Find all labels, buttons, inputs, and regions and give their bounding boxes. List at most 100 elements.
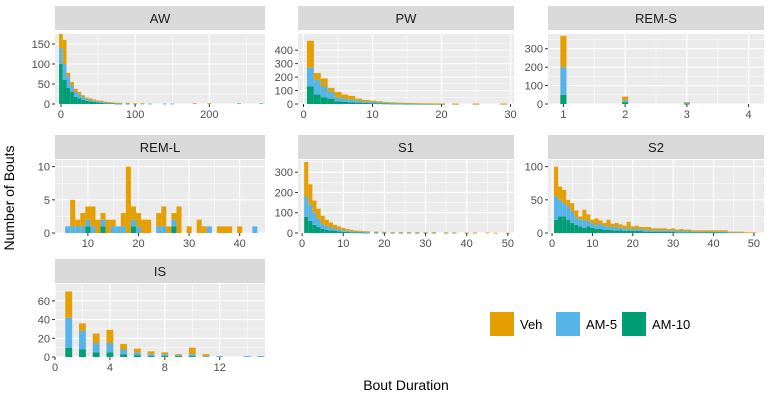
bar-veh <box>424 103 431 104</box>
bar-am-10 <box>369 103 376 104</box>
strip-title: REM-S <box>635 11 677 26</box>
bar-veh <box>317 209 321 219</box>
y-tick-label: 50 <box>531 195 543 207</box>
bar-veh <box>115 103 119 104</box>
bar-am-10 <box>671 232 675 233</box>
bar-am-10 <box>643 232 647 233</box>
x-tick-label: 200 <box>200 109 218 121</box>
x-tick-label: 100 <box>126 109 144 121</box>
bar-am-10 <box>106 352 113 357</box>
bar-veh <box>554 167 558 197</box>
bar-veh <box>106 330 113 343</box>
bar-am-5 <box>81 97 85 100</box>
bar-am-5 <box>70 226 75 233</box>
y-tick-label: 100 <box>32 59 50 71</box>
bar-am-10 <box>659 232 663 233</box>
bar-am-10 <box>81 100 85 104</box>
bar-am-5 <box>161 354 168 356</box>
bar-veh <box>141 220 146 233</box>
bar-veh <box>93 334 100 343</box>
bar-am-5 <box>75 226 80 233</box>
bar-am-10 <box>89 102 93 104</box>
bar-veh <box>566 200 570 207</box>
bar-veh <box>161 352 168 354</box>
bar-am-5 <box>136 226 141 233</box>
bar-veh <box>175 354 182 355</box>
bar-am-10 <box>312 225 316 233</box>
bar-am-5 <box>566 206 570 219</box>
bar-am-5 <box>594 225 598 229</box>
bar-am-5 <box>65 318 72 348</box>
bar-am-5 <box>622 100 628 102</box>
bar-am-5 <box>257 356 264 357</box>
bar-veh <box>410 103 417 104</box>
bar-veh <box>75 220 80 227</box>
bar-veh <box>59 34 63 48</box>
legend-label-am-10: AM-10 <box>652 317 690 332</box>
bar-am-5 <box>121 226 126 233</box>
bar-veh <box>655 228 659 230</box>
bar-am-10 <box>376 103 383 104</box>
bar-veh <box>667 229 671 230</box>
bar-am-10 <box>175 356 182 357</box>
bar-am-10 <box>100 103 104 104</box>
bar-am-10 <box>619 230 623 233</box>
bar-am-5 <box>659 230 663 231</box>
x-tick-label: 20 <box>435 109 447 121</box>
bar-am-5 <box>161 226 166 233</box>
bar-am-10 <box>341 102 348 104</box>
bar-am-10 <box>345 232 349 233</box>
bar-am-5 <box>712 232 716 233</box>
bar-veh <box>345 229 349 231</box>
bar-am-5 <box>687 231 691 232</box>
bar-am-10 <box>104 103 108 104</box>
bar-veh <box>684 102 690 103</box>
bar-veh <box>104 102 108 103</box>
bar-am-10 <box>554 220 558 233</box>
bar-am-10 <box>59 64 63 104</box>
bar-veh <box>431 103 438 104</box>
bar-veh <box>161 206 166 226</box>
bar-am-10 <box>560 95 566 104</box>
bar-veh <box>348 96 355 100</box>
bar-veh <box>312 201 316 213</box>
bar-am-10 <box>349 232 353 233</box>
bar-am-5 <box>635 229 639 231</box>
bar-veh <box>355 99 362 101</box>
bar-am-5 <box>349 231 353 232</box>
x-tick-label: 30 <box>183 238 195 250</box>
bar-veh <box>716 230 720 231</box>
x-tick-label: 0 <box>549 238 555 250</box>
x-tick-label: 2 <box>622 109 628 121</box>
bar-veh <box>590 220 594 223</box>
bar-veh <box>325 220 329 226</box>
bar-am-5 <box>252 226 257 233</box>
facet-s2: S20 10 20 30 40 50050100 <box>525 135 764 250</box>
bar-am-10 <box>570 223 574 233</box>
bar-am-10 <box>79 350 86 357</box>
bar-am-5 <box>586 221 590 226</box>
bar-veh <box>362 231 366 232</box>
bar-veh <box>647 227 651 230</box>
bar-am-5 <box>354 232 358 233</box>
bar-am-5 <box>603 226 607 230</box>
bar-am-5 <box>619 228 623 231</box>
bar-am-5 <box>558 200 562 217</box>
y-tick-label: 0 <box>537 228 543 240</box>
bar-veh <box>671 228 675 230</box>
bar-veh <box>222 226 227 233</box>
bar-veh <box>120 344 127 350</box>
bar-am-5 <box>314 80 321 95</box>
bar-am-5 <box>667 230 671 231</box>
y-tick-label: 100 <box>275 208 293 220</box>
bar-am-5 <box>655 230 659 231</box>
y-tick-label: 0 <box>287 228 293 240</box>
bar-veh <box>74 89 78 92</box>
bar-am-10 <box>63 80 67 104</box>
bar-veh <box>399 232 403 233</box>
bar-veh <box>341 95 348 99</box>
y-tick-label: 300 <box>275 167 293 179</box>
bar-am-5 <box>328 92 335 99</box>
bar-veh <box>118 103 122 104</box>
bar-veh <box>407 232 411 233</box>
